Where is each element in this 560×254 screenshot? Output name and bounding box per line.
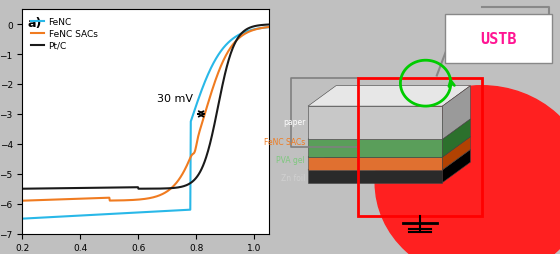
- Polygon shape: [442, 150, 470, 183]
- FeNC: [19, 217, 26, 220]
- FeNC SACs: [259, 27, 266, 30]
- Polygon shape: [308, 119, 470, 140]
- FeNC: [265, 26, 272, 29]
- Text: paper: paper: [283, 117, 305, 126]
- Text: FeNC SACs: FeNC SACs: [264, 138, 305, 147]
- FeNC: [166, 210, 172, 213]
- Line: Pt/C: Pt/C: [22, 25, 269, 189]
- FeNC SACs: [221, 58, 228, 61]
- Polygon shape: [442, 119, 470, 157]
- Pt/C: [152, 187, 159, 190]
- Pt/C: [265, 24, 272, 27]
- Pt/C: [19, 187, 26, 190]
- Line: FeNC: FeNC: [22, 28, 269, 219]
- FeNC SACs: [265, 26, 272, 29]
- FeNC SACs: [152, 195, 159, 198]
- FeNC: [259, 27, 266, 30]
- Pt/C: [136, 187, 143, 190]
- Text: PVA gel: PVA gel: [277, 155, 305, 165]
- FeNC SACs: [19, 199, 26, 202]
- FeNC SACs: [136, 198, 143, 201]
- Polygon shape: [308, 150, 470, 170]
- Polygon shape: [442, 137, 470, 170]
- Polygon shape: [308, 86, 470, 107]
- Polygon shape: [308, 170, 442, 183]
- Pt/C: [166, 187, 172, 190]
- Line: FeNC SACs: FeNC SACs: [22, 28, 269, 201]
- FeNC: [152, 210, 159, 213]
- Polygon shape: [308, 137, 470, 157]
- FeNC: [136, 211, 143, 214]
- FancyBboxPatch shape: [445, 15, 552, 64]
- Circle shape: [375, 86, 560, 254]
- FeNC SACs: [138, 198, 144, 201]
- Pt/C: [259, 24, 266, 27]
- FeNC: [221, 46, 228, 49]
- FeNC SACs: [166, 189, 172, 192]
- Text: USTB: USTB: [480, 32, 517, 47]
- Polygon shape: [442, 86, 470, 140]
- Text: a): a): [27, 17, 41, 30]
- FeNC: [138, 211, 144, 214]
- Polygon shape: [308, 140, 442, 157]
- Pt/C: [221, 76, 228, 79]
- Pt/C: [138, 187, 144, 190]
- Polygon shape: [308, 157, 442, 170]
- Polygon shape: [308, 107, 442, 140]
- Text: Zn foil: Zn foil: [281, 173, 305, 182]
- Legend: FeNC, FeNC SACs, Pt/C: FeNC, FeNC SACs, Pt/C: [27, 15, 101, 54]
- Text: 30 mV: 30 mV: [157, 94, 193, 104]
